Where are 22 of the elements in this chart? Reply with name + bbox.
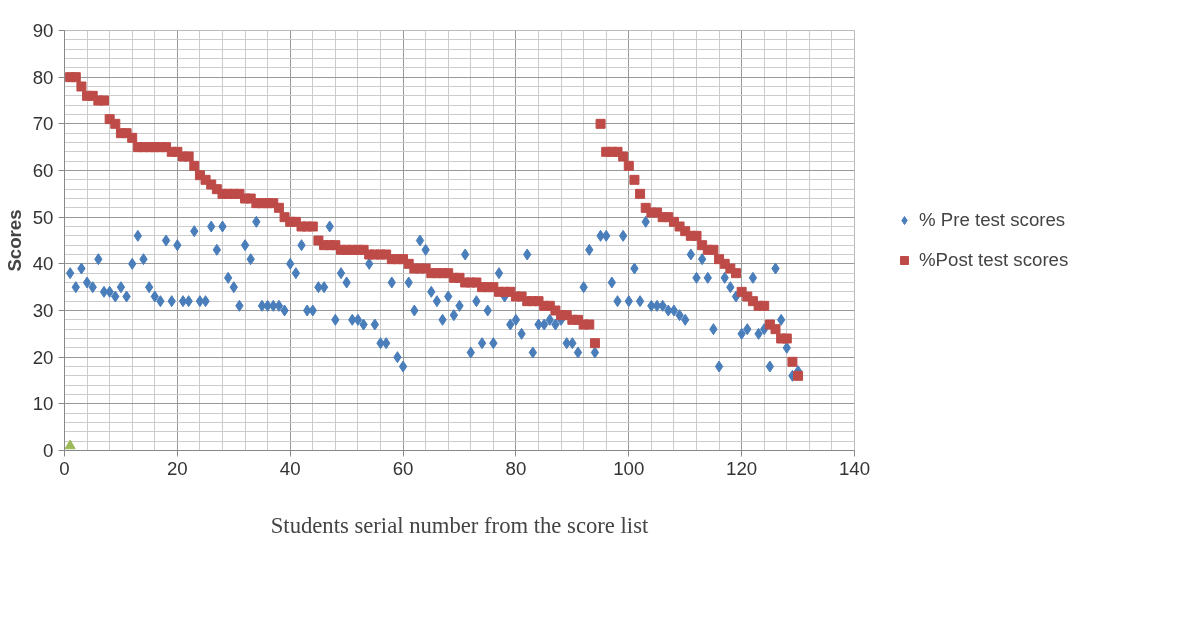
y-tick-label: 40 <box>32 253 54 275</box>
y-tick-label: 10 <box>32 393 54 415</box>
x-tick-label: 40 <box>279 457 301 479</box>
x-tick-label: 0 <box>59 457 70 479</box>
x-tick-label: 120 <box>726 457 758 479</box>
y-axis-title: Scores <box>3 209 25 272</box>
y-tick-label: 90 <box>32 20 54 41</box>
legend-label: %Post test scores <box>919 249 1069 271</box>
x-axis-title: Students serial number from the score list <box>270 512 649 538</box>
y-tick-label: 0 <box>43 440 54 461</box>
x-tick-label: 100 <box>613 457 645 479</box>
x-tick-label: 20 <box>166 457 188 479</box>
y-tick-label: 30 <box>32 300 54 321</box>
x-tick-label: 140 <box>838 457 871 479</box>
x-tick-label: 60 <box>392 457 414 479</box>
y-tick-label: 80 <box>32 66 54 88</box>
legend-label: % Pre test scores <box>919 209 1066 231</box>
x-tick-label: 80 <box>505 457 527 479</box>
y-tick-label: 60 <box>32 160 54 181</box>
y-tick-label: 50 <box>32 206 54 228</box>
y-tick-label: 70 <box>32 113 54 135</box>
y-tick-label: 20 <box>32 346 54 368</box>
